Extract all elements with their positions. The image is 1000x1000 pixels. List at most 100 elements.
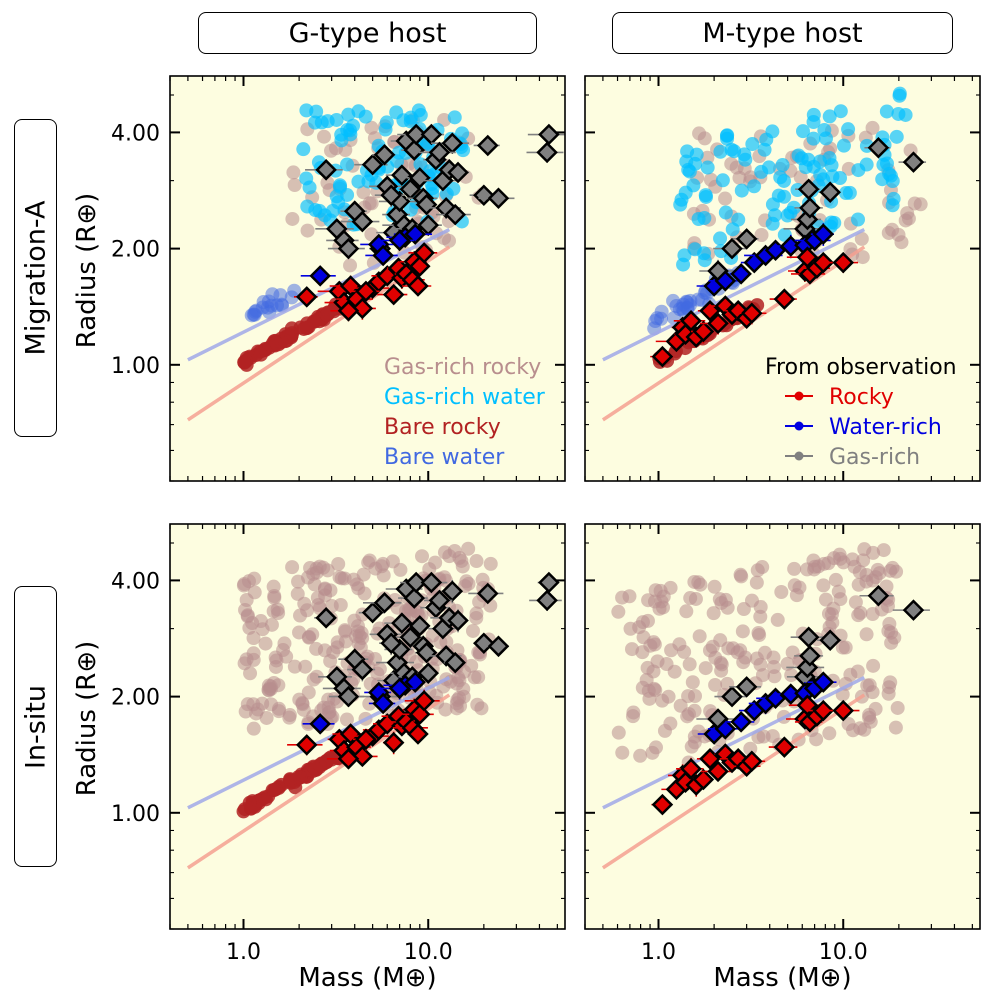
gas-rich-rocky-point	[625, 709, 640, 724]
gas-rich-rocky-point	[471, 670, 486, 685]
gas-rich-rocky-point	[282, 710, 297, 725]
gas-rich-water-point	[341, 107, 356, 122]
gas-rich-rocky-point	[894, 235, 909, 250]
gas-rich-rocky-point	[240, 609, 255, 624]
gas-rich-water-point	[889, 129, 904, 144]
gas-rich-rocky-point	[738, 650, 753, 665]
obs-water-point-core	[710, 282, 719, 291]
obs-water-point-core	[786, 690, 795, 699]
gas-rich-water-point	[822, 109, 837, 124]
obs-gas-point-core	[454, 616, 463, 625]
gas-rich-water-point	[851, 212, 866, 227]
gas-rich-rocky-point	[287, 177, 302, 192]
gas-rich-rocky-point	[356, 185, 371, 200]
ticks	[169, 524, 565, 930]
gas-rich-rocky-point	[859, 627, 874, 642]
gas-rich-rocky-point	[261, 678, 276, 693]
obs-water-point-core	[411, 230, 420, 239]
gas-rich-water-point	[765, 216, 780, 231]
gas-rich-water-point	[329, 112, 344, 127]
obs-gas-point-core	[387, 191, 396, 200]
bare-water-point	[650, 311, 665, 326]
obs-rocky-point-core	[714, 767, 723, 776]
gas-rich-rocky-point	[884, 635, 899, 650]
gas-rich-rocky-point	[862, 678, 877, 693]
obs-gas-point-core	[714, 714, 723, 723]
obs-gas-point-core	[344, 244, 353, 253]
gas-rich-rocky-point	[751, 625, 766, 640]
gas-rich-water-point	[403, 202, 418, 217]
water-composition-line	[602, 676, 866, 810]
obs-gas-point-core	[714, 266, 723, 275]
bare-water-point	[694, 292, 709, 307]
gas-rich-water-point	[700, 160, 715, 175]
obs-rocky-point-core	[658, 800, 667, 809]
obs-gas-point-core	[805, 651, 814, 660]
gas-rich-rocky-point	[243, 666, 258, 681]
obs-gas-point-core	[448, 139, 457, 148]
obs-water-point-core	[819, 678, 828, 687]
bare-rocky-point	[267, 783, 282, 798]
gas-rich-rocky-point	[623, 621, 638, 636]
gas-rich-rocky-point	[821, 606, 836, 621]
obs-rocky-point-core	[672, 337, 681, 346]
gas-rich-water-point	[791, 148, 806, 163]
bare-water-point	[265, 287, 280, 302]
gas-rich-rocky-point	[297, 596, 312, 611]
gas-rich-rocky-point	[376, 568, 391, 583]
obs-gas-point-core	[494, 194, 503, 203]
legend-entry-3: Bare water	[384, 445, 505, 470]
obs-gas-point-core	[393, 210, 402, 219]
obs-rocky-point-core	[699, 327, 708, 336]
gas-rich-rocky-point	[258, 636, 273, 651]
gas-rich-rocky-point	[331, 556, 346, 571]
gas-rich-rocky-point	[650, 654, 665, 669]
gas-rich-water-point	[715, 173, 730, 188]
gas-rich-rocky-point	[691, 575, 706, 590]
gas-rich-water-point	[680, 144, 695, 159]
obs-water-point-core	[721, 276, 730, 285]
gas-rich-rocky-point	[309, 641, 324, 656]
y-tick-label: 2.00	[111, 686, 160, 711]
rocky-composition-line	[601, 693, 866, 870]
gas-rich-rocky-point	[293, 608, 308, 623]
obs-rocky-point-core	[658, 352, 667, 361]
gas-rich-rocky-point	[236, 578, 251, 593]
gas-rich-water-point	[885, 198, 900, 213]
obs-rocky-point-core	[344, 754, 353, 763]
obs-gas-point-core	[415, 173, 424, 182]
gas-rich-rocky-point	[713, 633, 728, 648]
gas-rich-rocky-point	[718, 592, 733, 607]
gas-rich-rocky-point	[428, 555, 443, 570]
gas-rich-rocky-point	[271, 704, 286, 719]
y-tick-label: 1.00	[111, 354, 160, 379]
gas-rich-rocky-point	[774, 585, 789, 600]
gas-rich-rocky-point	[355, 631, 370, 646]
gas-rich-water-point	[738, 152, 753, 167]
obs-gas-point-core	[344, 692, 353, 701]
obs-rocky-point-core	[687, 764, 696, 773]
obs-gas-point-core	[350, 655, 359, 664]
bare-water-point	[274, 297, 289, 312]
gas-rich-rocky-point	[852, 564, 867, 579]
gas-rich-rocky-point	[652, 601, 667, 616]
gas-rich-rocky-point	[913, 197, 928, 212]
obs-gas-point-core	[909, 606, 918, 615]
obs-gas-point-core	[424, 221, 433, 230]
gas-rich-rocky-point	[456, 689, 471, 704]
gas-rich-rocky-point	[334, 571, 349, 586]
gas-rich-rocky-point	[735, 624, 750, 639]
gas-rich-rocky-point	[259, 710, 274, 725]
ticks	[584, 76, 980, 482]
gas-rich-water-point	[892, 88, 907, 103]
gas-rich-rocky-point	[337, 623, 352, 638]
panel-frame	[584, 523, 981, 930]
bare-rocky-point	[299, 321, 314, 336]
gas-rich-rocky-point	[697, 131, 712, 146]
gas-rich-rocky-point	[317, 129, 332, 144]
gas-rich-water-point	[775, 158, 790, 173]
gas-rich-rocky-point	[647, 681, 662, 696]
obs-rocky-point-core	[389, 290, 398, 299]
obs-rocky-point-core	[413, 282, 422, 291]
